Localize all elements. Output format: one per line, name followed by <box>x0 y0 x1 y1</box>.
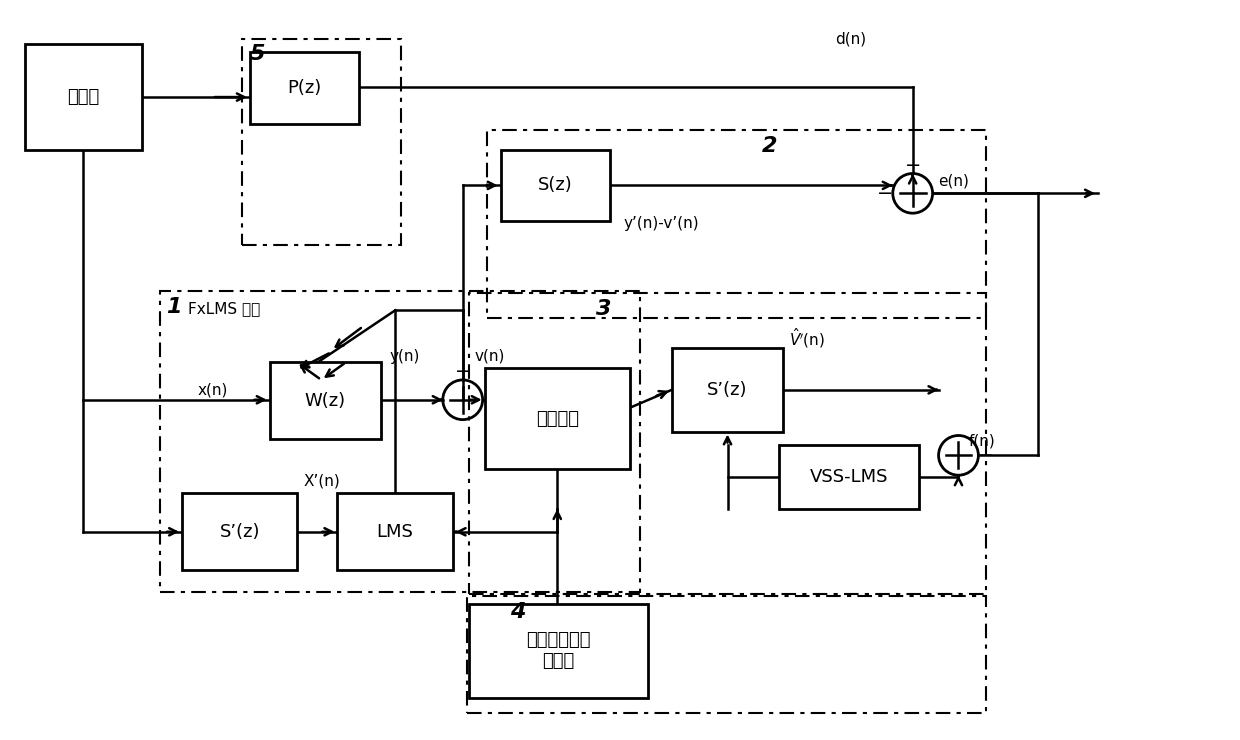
FancyBboxPatch shape <box>672 348 784 431</box>
Text: 5: 5 <box>249 44 265 64</box>
FancyBboxPatch shape <box>469 605 647 698</box>
FancyBboxPatch shape <box>182 493 298 571</box>
Text: W(z): W(z) <box>305 391 346 410</box>
Text: −: − <box>455 363 471 382</box>
Text: 1: 1 <box>166 297 181 317</box>
Text: f(n): f(n) <box>968 434 996 449</box>
FancyBboxPatch shape <box>779 445 919 509</box>
Text: VSS-LMS: VSS-LMS <box>810 468 888 486</box>
Text: 性能监视: 性能监视 <box>536 410 579 428</box>
Text: v(n): v(n) <box>475 349 505 363</box>
Text: e(n): e(n) <box>939 174 970 189</box>
Text: −: − <box>904 156 921 175</box>
Text: y(n): y(n) <box>389 349 419 363</box>
FancyBboxPatch shape <box>249 53 360 124</box>
FancyBboxPatch shape <box>269 362 381 440</box>
FancyBboxPatch shape <box>485 368 630 469</box>
Text: y’(n)-v’(n): y’(n)-v’(n) <box>624 215 699 231</box>
Text: LMS: LMS <box>377 522 413 541</box>
Text: x(n): x(n) <box>198 383 228 397</box>
Text: d(n): d(n) <box>835 31 867 46</box>
Text: 噪声源: 噪声源 <box>67 88 99 106</box>
FancyBboxPatch shape <box>337 493 453 571</box>
Text: −: − <box>978 446 994 465</box>
Text: 2: 2 <box>761 135 777 156</box>
Text: 3: 3 <box>596 298 611 318</box>
Text: $\hat{V}'$(n): $\hat{V}'$(n) <box>789 326 826 350</box>
Text: S’(z): S’(z) <box>707 381 748 399</box>
Text: S(z): S(z) <box>538 176 573 195</box>
Text: S’(z): S’(z) <box>219 522 260 541</box>
Text: −: − <box>877 184 893 203</box>
FancyBboxPatch shape <box>25 44 143 149</box>
Text: FxLMS 算法: FxLMS 算法 <box>188 301 260 316</box>
Text: 变功耗白噪声
产生器: 变功耗白噪声 产生器 <box>526 631 590 670</box>
FancyBboxPatch shape <box>501 149 610 221</box>
Text: X’(n): X’(n) <box>304 474 340 488</box>
Text: P(z): P(z) <box>288 79 321 97</box>
Text: 4: 4 <box>511 602 526 622</box>
